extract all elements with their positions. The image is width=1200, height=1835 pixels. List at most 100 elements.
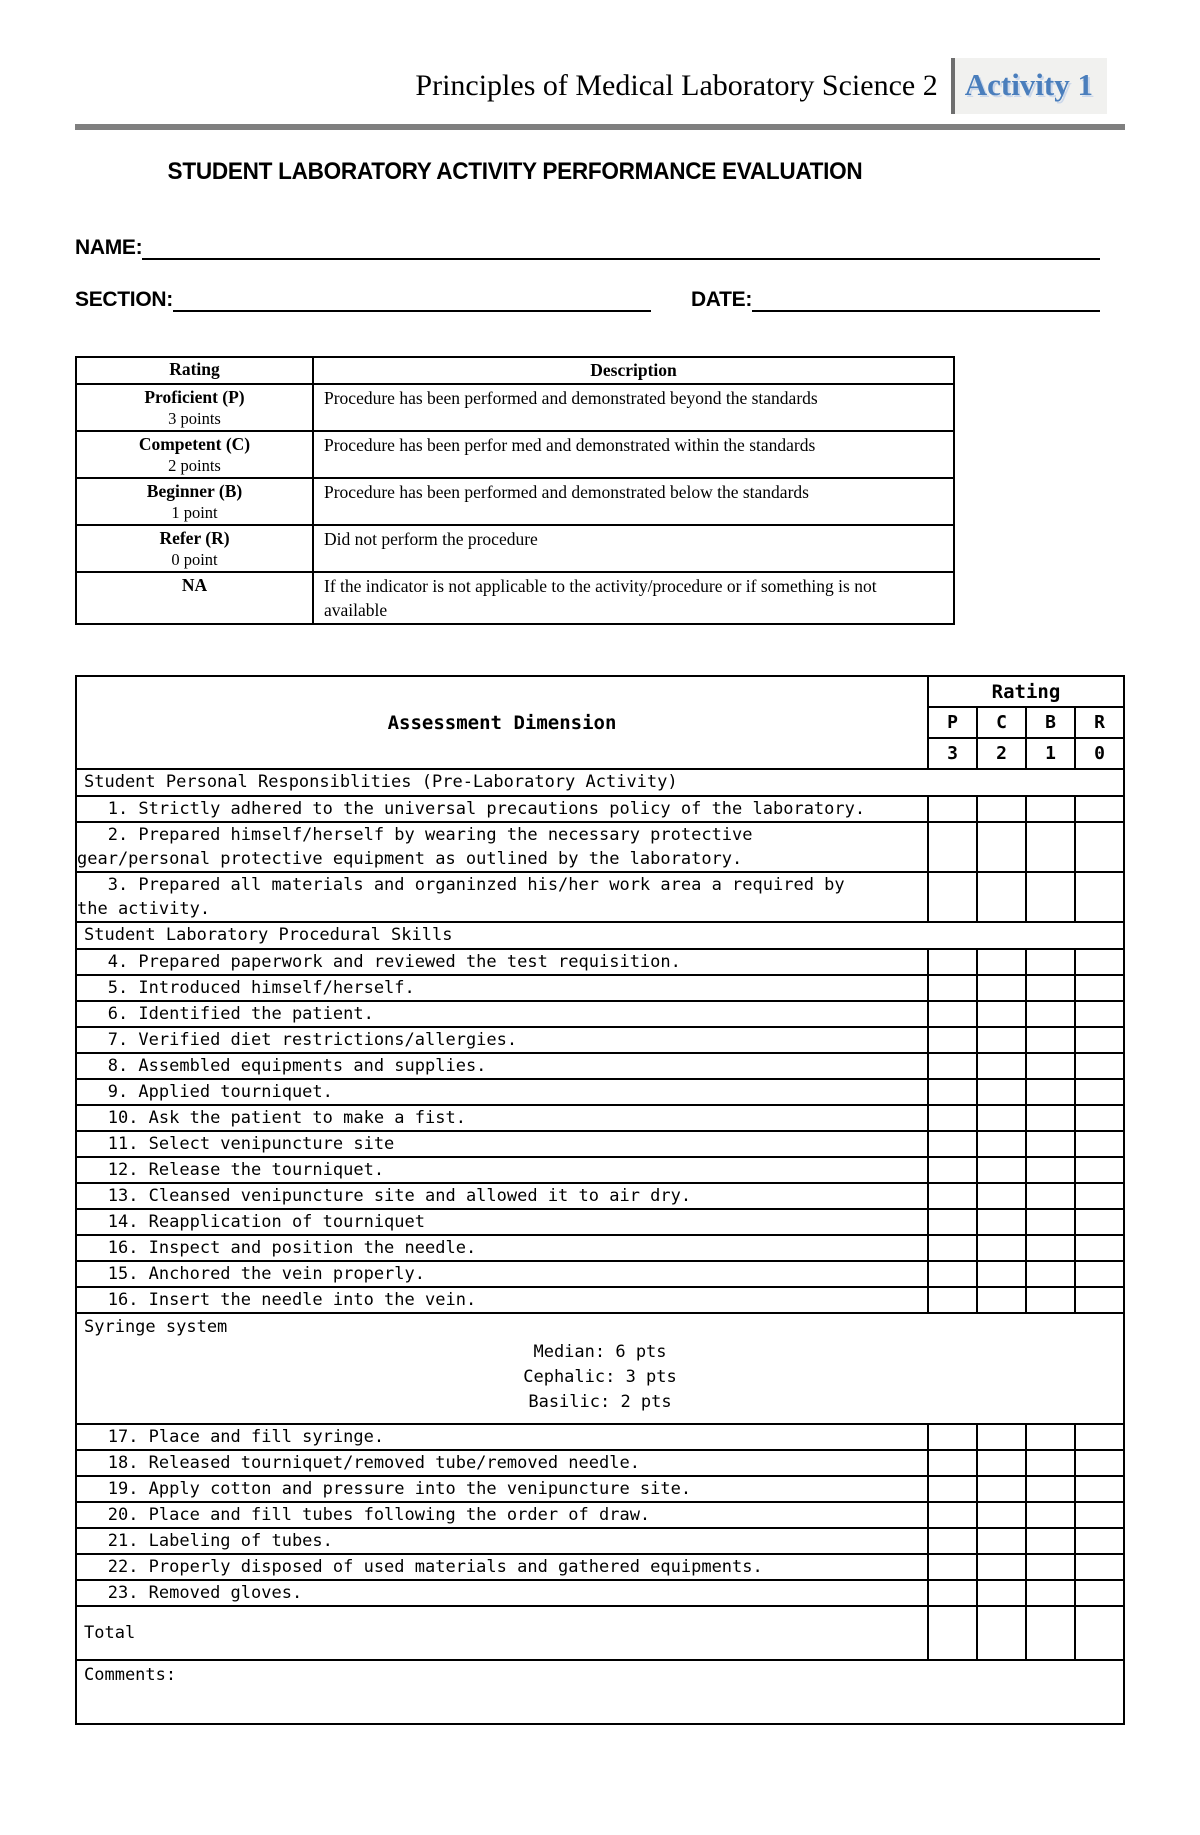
comments-label[interactable]: Comments: [75,1659,1125,1725]
rating-cell[interactable] [927,1026,978,1054]
rating-cell[interactable] [976,1553,1027,1581]
rating-cell[interactable] [976,1156,1027,1184]
rating-cell[interactable] [1025,1423,1076,1451]
rating-cell[interactable] [1025,1130,1076,1158]
rating-cell[interactable] [1025,1156,1076,1184]
rating-cell[interactable] [976,1130,1027,1158]
rating-cell[interactable] [976,1026,1027,1054]
rating-cell[interactable] [1025,1104,1076,1132]
rating-cell[interactable] [1025,1182,1076,1210]
rating-cell[interactable] [1074,821,1125,873]
rating-cell[interactable] [976,1052,1027,1080]
rating-cell[interactable] [927,1234,978,1262]
rating-cell[interactable] [927,1260,978,1288]
rating-cell[interactable] [1025,1234,1076,1262]
rating-cell[interactable] [1025,1501,1076,1529]
rating-cell[interactable] [976,1527,1027,1555]
rating-cell[interactable] [1025,974,1076,1002]
rating-cell[interactable] [1074,1130,1125,1158]
rating-cell[interactable] [976,948,1027,976]
rating-cell[interactable] [927,795,978,823]
rating-cell[interactable] [927,1104,978,1132]
rating-cell[interactable] [1025,1605,1076,1661]
rating-cell[interactable] [1074,1423,1125,1451]
rating-cell[interactable] [927,1078,978,1106]
rating-cell[interactable] [976,1605,1027,1661]
rating-cell[interactable] [927,1182,978,1210]
rating-cell[interactable] [1025,1553,1076,1581]
rating-cell[interactable] [927,1475,978,1503]
rating-cell[interactable] [1074,871,1125,923]
rating-cell[interactable] [1074,1449,1125,1477]
rating-cell[interactable] [1074,1234,1125,1262]
rating-cell[interactable] [927,871,978,923]
rating-cell[interactable] [976,1579,1027,1607]
rating-cell[interactable] [927,1553,978,1581]
rating-cell[interactable] [1025,1052,1076,1080]
rating-cell[interactable] [976,1208,1027,1236]
rating-cell[interactable] [927,821,978,873]
rating-cell[interactable] [1074,1182,1125,1210]
rating-cell[interactable] [1074,1579,1125,1607]
name-fill-line[interactable] [142,232,1100,260]
section-fill-line[interactable] [172,284,651,312]
rating-cell[interactable] [1025,1449,1076,1477]
rating-cell[interactable] [1025,1208,1076,1236]
rating-cell[interactable] [927,1605,978,1661]
rating-cell[interactable] [927,1130,978,1158]
rating-cell[interactable] [976,1501,1027,1529]
rating-cell[interactable] [927,1052,978,1080]
rating-cell[interactable] [976,974,1027,1002]
rating-cell[interactable] [1025,871,1076,923]
rating-cell[interactable] [976,1423,1027,1451]
rating-cell[interactable] [1025,1579,1076,1607]
rating-cell[interactable] [1025,1000,1076,1028]
rating-cell[interactable] [1074,1156,1125,1184]
rating-cell[interactable] [927,1423,978,1451]
rating-cell[interactable] [927,948,978,976]
rating-cell[interactable] [1074,1078,1125,1106]
rating-cell[interactable] [1025,1260,1076,1288]
rating-cell[interactable] [1074,1000,1125,1028]
rating-cell[interactable] [1025,821,1076,873]
rating-cell[interactable] [976,1078,1027,1106]
rating-cell[interactable] [1074,1501,1125,1529]
rating-cell[interactable] [976,821,1027,873]
rating-cell[interactable] [927,1449,978,1477]
rating-cell[interactable] [976,1260,1027,1288]
rating-cell[interactable] [976,1286,1027,1314]
rating-cell[interactable] [927,1579,978,1607]
rating-cell[interactable] [1025,795,1076,823]
rating-cell[interactable] [927,1208,978,1236]
rating-cell[interactable] [976,1475,1027,1503]
rating-cell[interactable] [1074,795,1125,823]
rating-cell[interactable] [1025,1026,1076,1054]
rating-cell[interactable] [1074,1104,1125,1132]
rating-cell[interactable] [976,1182,1027,1210]
date-fill-line[interactable] [752,284,1100,312]
rating-cell[interactable] [927,1000,978,1028]
rating-cell[interactable] [1074,1286,1125,1314]
rating-cell[interactable] [976,1234,1027,1262]
rating-cell[interactable] [927,1527,978,1555]
rating-cell[interactable] [1025,1286,1076,1314]
rating-cell[interactable] [1074,1553,1125,1581]
rating-cell[interactable] [1074,948,1125,976]
rating-cell[interactable] [1025,1078,1076,1106]
rating-cell[interactable] [1025,1475,1076,1503]
rating-cell[interactable] [976,1000,1027,1028]
rating-cell[interactable] [1074,1260,1125,1288]
rating-cell[interactable] [976,1449,1027,1477]
rating-cell[interactable] [976,1104,1027,1132]
rating-cell[interactable] [1074,1605,1125,1661]
rating-cell[interactable] [1025,1527,1076,1555]
rating-cell[interactable] [976,871,1027,923]
rating-cell[interactable] [1074,1527,1125,1555]
rating-cell[interactable] [927,974,978,1002]
rating-cell[interactable] [927,1501,978,1529]
rating-cell[interactable] [927,1156,978,1184]
rating-cell[interactable] [927,1286,978,1314]
rating-cell[interactable] [976,795,1027,823]
rating-cell[interactable] [1074,1475,1125,1503]
rating-cell[interactable] [1074,974,1125,1002]
